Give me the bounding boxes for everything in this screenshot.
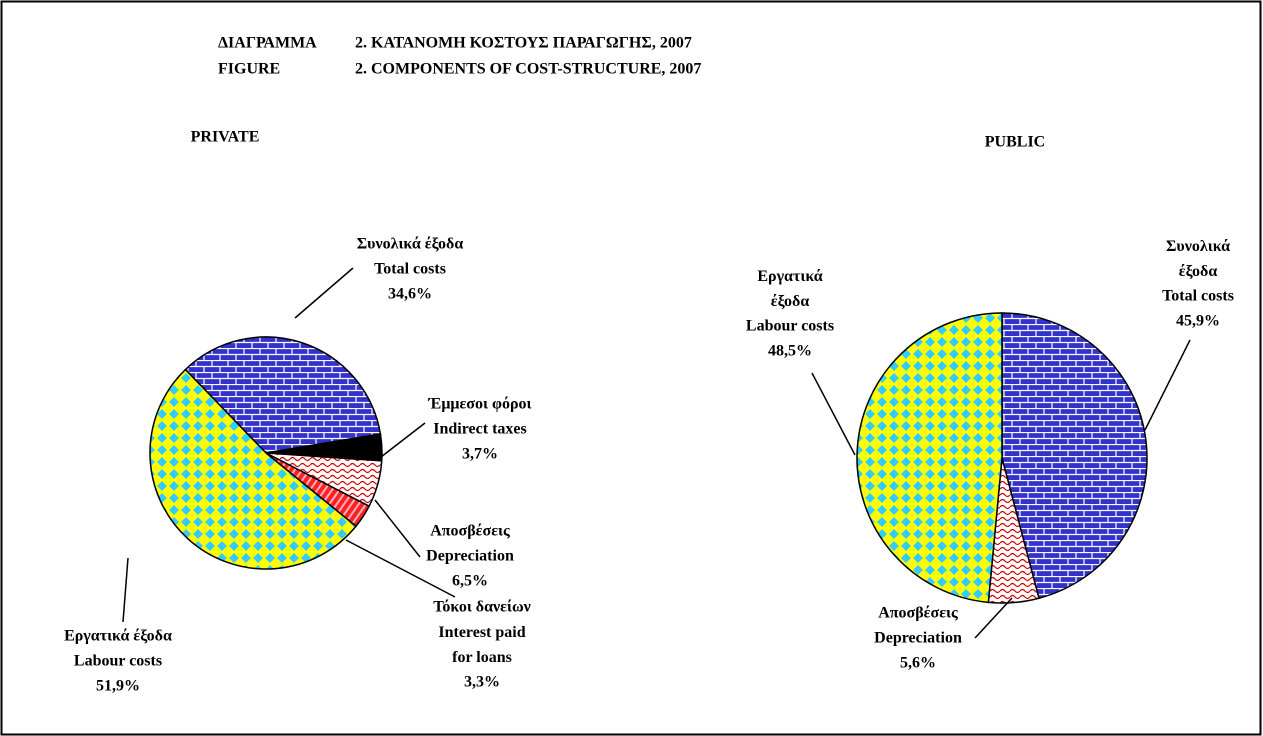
leader-line	[122, 557, 129, 623]
pie-slice	[184, 336, 382, 454]
value-label: 3,3%	[464, 674, 500, 691]
leader-line	[811, 372, 856, 456]
slice-label-en: Depreciation	[874, 630, 962, 647]
value-label: 3,7%	[462, 446, 498, 463]
slice-label-en: Interest paid for loans	[438, 624, 525, 666]
slice-label-el: Συνολικά έξοδα	[1166, 238, 1230, 280]
slice-label-en: Depreciation	[426, 548, 514, 565]
value-label: 5,6%	[900, 655, 936, 672]
pie-slice	[149, 368, 358, 570]
value-label: 6,5%	[452, 573, 488, 590]
slice-label-el: Τόκοι δανείων	[433, 599, 531, 616]
pie-slice	[856, 312, 1003, 604]
value-label: 48,5%	[768, 343, 812, 360]
value-label: 34,6%	[388, 286, 432, 303]
slice-label-en: Labour costs	[746, 318, 834, 335]
leader-line	[974, 597, 1013, 639]
slice-label-en: Labour costs	[74, 653, 162, 670]
slice-label-el: Αποσβέσεις	[878, 605, 958, 622]
slice-label-el: Εργατικά έξοδα	[757, 268, 822, 310]
value-label: 51,9%	[96, 678, 140, 695]
slice-label-el: Αποσβέσεις	[430, 523, 510, 540]
leader-line	[1144, 339, 1191, 431]
pie-slice	[1001, 312, 1148, 600]
chart-title: PUBLIC	[985, 134, 1045, 151]
slice-label-en: Total costs	[1162, 288, 1234, 305]
value-label: 45,9%	[1176, 313, 1220, 330]
leader-line	[294, 267, 354, 319]
slice-label-en: Indirect taxes	[433, 421, 526, 438]
chart-title: PRIVATE	[191, 129, 260, 146]
title-label: FIGURE	[218, 61, 280, 78]
leader-line	[374, 499, 421, 558]
title: 2. COMPONENTS OF COST-STRUCTURE, 2007	[355, 61, 701, 78]
slice-label-el: Έμμεσοι φόροι	[428, 396, 532, 413]
title: 2. ΚΑΤΑΝΟΜΗ ΚΟΣΤΟΥΣ ΠΑΡΑΓΩΓΗΣ, 2007	[355, 35, 692, 52]
slice-label-el: Εργατικά έξοδα	[64, 628, 172, 645]
slice-label-en: Total costs	[374, 261, 446, 278]
slice-label-el: Συνολικά έξοδα	[357, 236, 464, 253]
title-label: ΔΙΑΓΡΑΜΜΑ	[218, 35, 317, 52]
leader-line	[345, 539, 456, 598]
leader-line	[380, 422, 426, 458]
